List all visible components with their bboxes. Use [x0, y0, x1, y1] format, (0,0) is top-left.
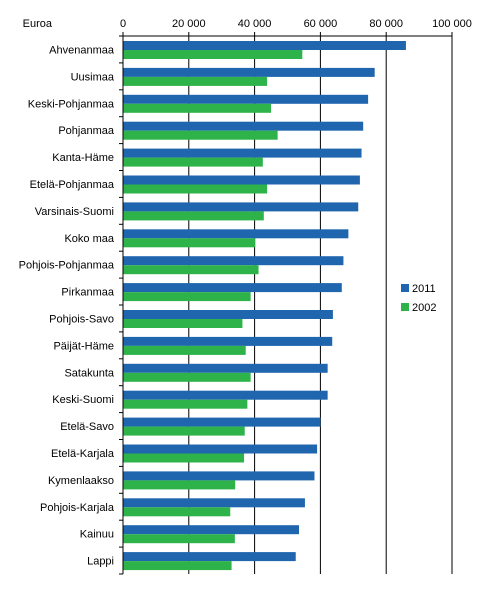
bar-2011 — [123, 444, 318, 454]
category-label: Keski-Suomi — [52, 394, 114, 406]
tick-label: 20 000 — [172, 18, 206, 30]
category-label: Pirkanmaa — [61, 287, 114, 299]
legend: 2011 2002 — [401, 283, 436, 314]
category-label: Kainuu — [80, 529, 114, 541]
category-label: Pohjanmaa — [58, 125, 115, 137]
tick-label: 40 000 — [238, 18, 272, 30]
bar-2002 — [123, 345, 246, 355]
bar-2002 — [123, 238, 256, 248]
legend-label: 2002 — [412, 302, 436, 314]
bar-2002 — [123, 103, 272, 113]
category-labels: Ahvenanmaa Uusimaa Keski-Pohjanmaa Pohjanma… — [19, 44, 115, 567]
bar-2011 — [123, 390, 328, 400]
category-label: Satakunta — [64, 367, 114, 379]
bar-2011 — [123, 552, 296, 562]
bar-2011 — [123, 202, 359, 212]
bar-2002 — [123, 507, 231, 517]
legend-swatch — [401, 284, 409, 292]
category-label: Ahvenanmaa — [49, 44, 115, 56]
category-label: Pohjois-Karjala — [40, 502, 115, 514]
bar-2011 — [123, 363, 328, 373]
bar-2011 — [123, 336, 333, 346]
bar-2002 — [123, 534, 235, 544]
bar-2002 — [123, 211, 264, 221]
bar-2011 — [123, 471, 315, 481]
legend-swatch — [401, 303, 409, 311]
unit-label: Euroa — [23, 18, 53, 30]
bar-2002 — [123, 372, 251, 382]
bar-2002 — [123, 426, 245, 436]
bars — [123, 41, 406, 571]
axes — [119, 35, 452, 575]
bar-2011 — [123, 121, 364, 131]
category-label: Pohjois-Savo — [49, 313, 114, 325]
category-label: Koko maa — [64, 233, 114, 245]
category-label: Uusimaa — [71, 71, 115, 83]
category-label: Etelä-Pohjanmaa — [30, 179, 115, 191]
x-axis-ticks: 0 20 000 40 000 60 000 80 000 100 000 — [120, 18, 472, 36]
bar-2002 — [123, 157, 263, 167]
bar-2002 — [123, 50, 303, 59]
bar-2002 — [123, 265, 259, 275]
category-label: Kanta-Häme — [52, 152, 114, 164]
bar-2011 — [123, 175, 360, 185]
category-label: Etelä-Savo — [60, 421, 114, 433]
bar-2002 — [123, 319, 243, 328]
bar-2002 — [123, 130, 278, 140]
category-label: Varsinais-Suomi — [35, 206, 114, 218]
category-label: Etelä-Karjala — [51, 448, 115, 460]
bar-2011 — [123, 417, 321, 427]
bar-2002 — [123, 480, 236, 490]
tick-label: 100 000 — [432, 18, 472, 30]
category-label: Lappi — [87, 556, 114, 568]
tick-label: 60 000 — [304, 18, 338, 30]
bar-2011 — [123, 498, 305, 508]
bar-2011 — [123, 67, 375, 77]
bar-2011 — [123, 310, 333, 319]
bar-2002 — [123, 76, 268, 86]
bar-2011 — [123, 229, 349, 239]
bar-2002 — [123, 399, 248, 409]
bar-2011 — [123, 256, 344, 266]
bar-2011 — [123, 41, 406, 50]
bar-2011 — [123, 94, 369, 104]
legend-label: 2011 — [412, 283, 436, 295]
bar-2002 — [123, 184, 268, 194]
category-label: Kymenlaakso — [48, 475, 114, 487]
bar-2011 — [123, 148, 362, 158]
bar-2011 — [123, 283, 342, 293]
bar-2002 — [123, 561, 232, 571]
tick-label: 80 000 — [369, 18, 403, 30]
tick-label: 0 — [120, 18, 126, 30]
bar-2002 — [123, 453, 245, 463]
category-label: Keski-Pohjanmaa — [28, 98, 115, 110]
category-label: Pohjois-Pohjanmaa — [19, 260, 115, 272]
bar-2011 — [123, 525, 300, 535]
bar-2002 — [123, 292, 251, 302]
category-label: Päijät-Häme — [53, 340, 114, 352]
